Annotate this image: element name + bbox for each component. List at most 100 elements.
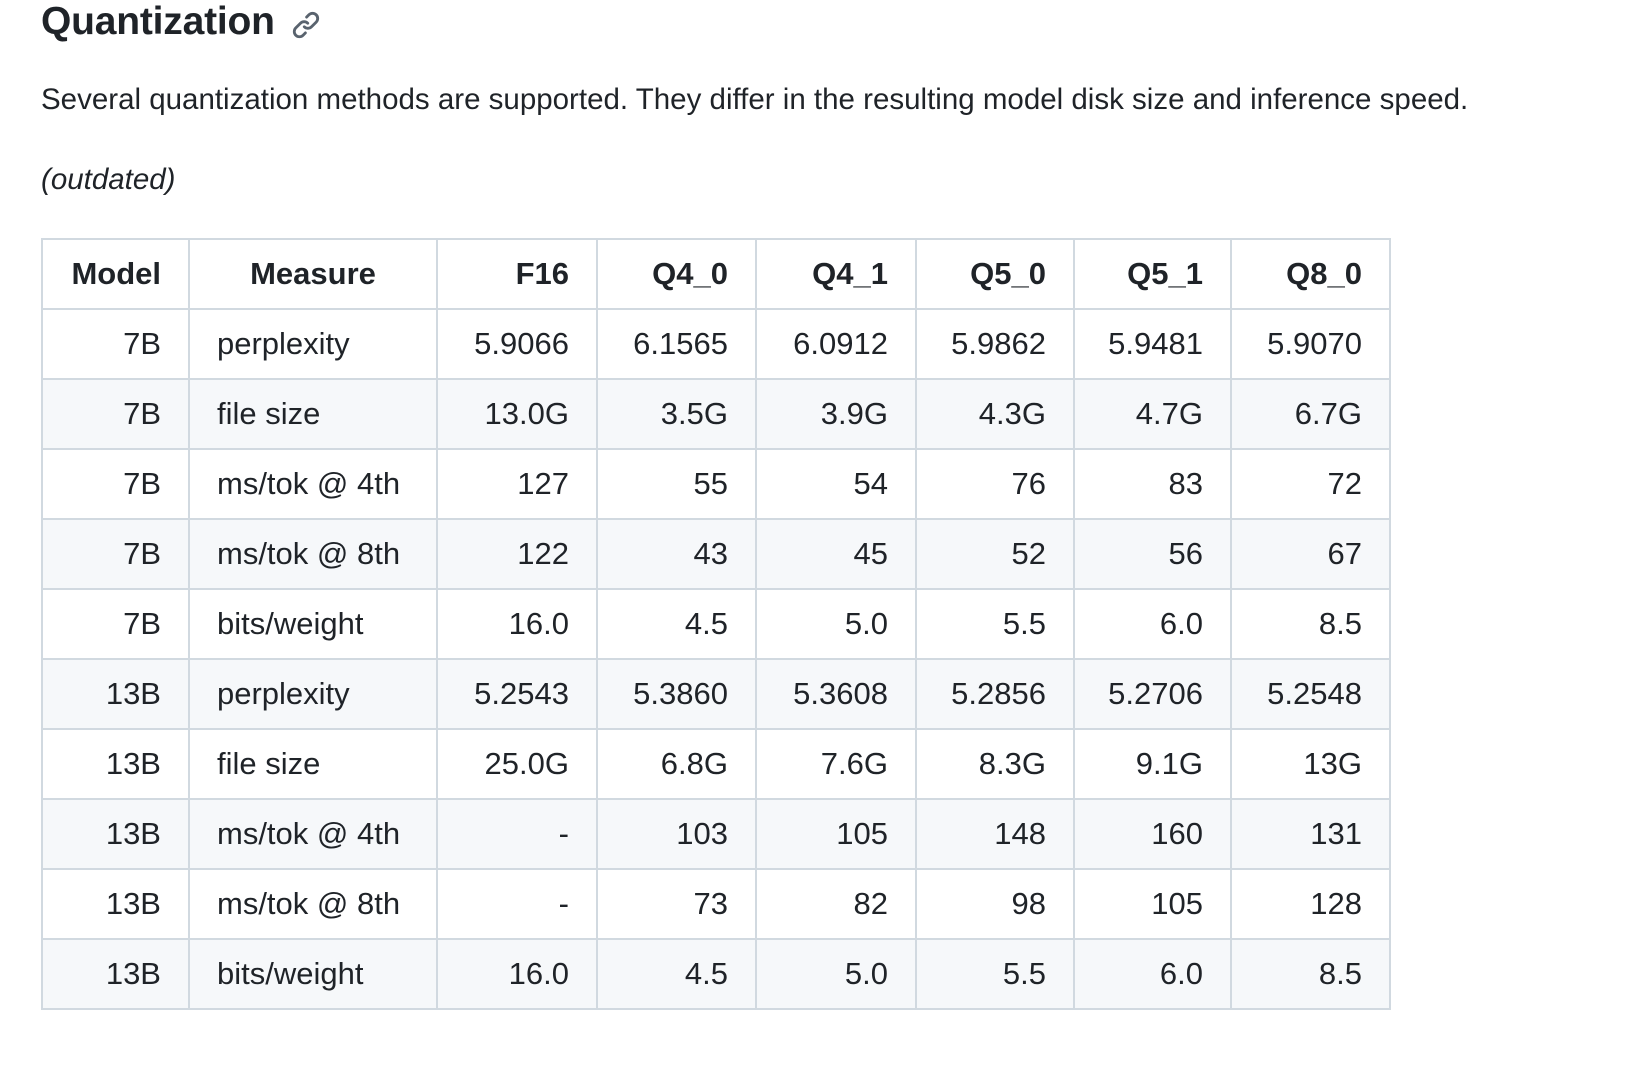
cell-q8-0: 5.9070 (1230, 308, 1391, 380)
cell-q4-1: 105 (755, 798, 917, 870)
table-row: 7B perplexity 5.9066 6.1565 6.0912 5.986… (41, 308, 1391, 380)
cell-q5-0: 76 (915, 448, 1075, 520)
outdated-note: (outdated) (41, 163, 176, 196)
cell-q4-0: 3.5G (596, 378, 757, 450)
cell-q5-1: 160 (1073, 798, 1232, 870)
section-description: Several quantization methods are support… (41, 83, 1469, 116)
cell-q4-0: 4.5 (596, 938, 757, 1010)
cell-model: 13B (41, 938, 190, 1010)
cell-q8-0: 72 (1230, 448, 1391, 520)
cell-q5-1: 5.9481 (1073, 308, 1232, 380)
cell-q4-0: 5.3860 (596, 658, 757, 730)
cell-q5-1: 5.2706 (1073, 658, 1232, 730)
cell-q8-0: 6.7G (1230, 378, 1391, 450)
cell-q5-1: 6.0 (1073, 588, 1232, 660)
cell-q5-1: 9.1G (1073, 728, 1232, 800)
cell-model: 7B (41, 308, 190, 380)
header-f16: F16 (436, 238, 598, 310)
cell-q5-0: 5.9862 (915, 308, 1075, 380)
table-header-row: Model Measure F16 Q4_0 Q4_1 Q5_0 Q5_1 Q8… (41, 238, 1391, 310)
cell-q8-0: 5.2548 (1230, 658, 1391, 730)
table-row: 7B bits/weight 16.0 4.5 5.0 5.5 6.0 8.5 (41, 588, 1391, 660)
cell-model: 13B (41, 798, 190, 870)
cell-q5-1: 4.7G (1073, 378, 1232, 450)
cell-model: 7B (41, 378, 190, 450)
cell-q8-0: 67 (1230, 518, 1391, 590)
header-model: Model (41, 238, 190, 310)
cell-q4-0: 73 (596, 868, 757, 940)
cell-f16: 127 (436, 448, 598, 520)
cell-f16: - (436, 798, 598, 870)
cell-q5-0: 52 (915, 518, 1075, 590)
cell-measure: ms/tok @ 4th (188, 798, 438, 870)
cell-q5-0: 5.5 (915, 938, 1075, 1010)
cell-model: 13B (41, 658, 190, 730)
cell-q4-1: 45 (755, 518, 917, 590)
cell-q8-0: 131 (1230, 798, 1391, 870)
cell-q4-1: 5.3608 (755, 658, 917, 730)
header-measure: Measure (188, 238, 438, 310)
cell-model: 7B (41, 448, 190, 520)
table-row: 13B bits/weight 16.0 4.5 5.0 5.5 6.0 8.5 (41, 938, 1391, 1010)
cell-q4-1: 5.0 (755, 938, 917, 1010)
header-q4-0: Q4_0 (596, 238, 757, 310)
cell-model: 13B (41, 868, 190, 940)
cell-q5-0: 4.3G (915, 378, 1075, 450)
cell-q4-0: 55 (596, 448, 757, 520)
cell-q4-1: 82 (755, 868, 917, 940)
table-row: 13B ms/tok @ 4th - 103 105 148 160 131 (41, 798, 1391, 870)
cell-q4-0: 4.5 (596, 588, 757, 660)
cell-measure: ms/tok @ 8th (188, 518, 438, 590)
table-row: 13B file size 25.0G 6.8G 7.6G 8.3G 9.1G … (41, 728, 1391, 800)
cell-q5-0: 8.3G (915, 728, 1075, 800)
quantization-table: Model Measure F16 Q4_0 Q4_1 Q5_0 Q5_1 Q8… (41, 238, 1391, 1010)
cell-model: 7B (41, 588, 190, 660)
cell-f16: 16.0 (436, 588, 598, 660)
section-heading: Quantization (41, 0, 1631, 44)
header-q8-0: Q8_0 (1230, 238, 1391, 310)
table-row: 13B perplexity 5.2543 5.3860 5.3608 5.28… (41, 658, 1391, 730)
cell-q4-0: 43 (596, 518, 757, 590)
cell-measure: perplexity (188, 308, 438, 380)
markdown-body: Quantization Several quantization method… (41, 0, 1631, 1010)
cell-q5-1: 56 (1073, 518, 1232, 590)
cell-model: 7B (41, 518, 190, 590)
cell-q5-1: 83 (1073, 448, 1232, 520)
section-title: Quantization (41, 0, 275, 43)
cell-measure: file size (188, 378, 438, 450)
cell-f16: 122 (436, 518, 598, 590)
table-row: 7B file size 13.0G 3.5G 3.9G 4.3G 4.7G 6… (41, 378, 1391, 450)
cell-q5-0: 148 (915, 798, 1075, 870)
cell-f16: 16.0 (436, 938, 598, 1010)
link-icon[interactable] (291, 10, 321, 40)
cell-q5-0: 5.2856 (915, 658, 1075, 730)
table-row: 7B ms/tok @ 8th 122 43 45 52 56 67 (41, 518, 1391, 590)
cell-q5-0: 5.5 (915, 588, 1075, 660)
cell-q4-1: 7.6G (755, 728, 917, 800)
cell-measure: ms/tok @ 8th (188, 868, 438, 940)
cell-q4-1: 5.0 (755, 588, 917, 660)
cell-measure: ms/tok @ 4th (188, 448, 438, 520)
cell-f16: 5.2543 (436, 658, 598, 730)
cell-measure: bits/weight (188, 588, 438, 660)
cell-f16: 13.0G (436, 378, 598, 450)
cell-q4-1: 54 (755, 448, 917, 520)
cell-q4-0: 6.1565 (596, 308, 757, 380)
cell-q5-1: 6.0 (1073, 938, 1232, 1010)
cell-f16: 5.9066 (436, 308, 598, 380)
cell-q5-1: 105 (1073, 868, 1232, 940)
cell-q5-0: 98 (915, 868, 1075, 940)
table-row: 13B ms/tok @ 8th - 73 82 98 105 128 (41, 868, 1391, 940)
cell-measure: bits/weight (188, 938, 438, 1010)
cell-q4-1: 3.9G (755, 378, 917, 450)
cell-q8-0: 8.5 (1230, 588, 1391, 660)
cell-model: 13B (41, 728, 190, 800)
cell-q4-0: 6.8G (596, 728, 757, 800)
cell-measure: file size (188, 728, 438, 800)
cell-q8-0: 8.5 (1230, 938, 1391, 1010)
cell-q4-1: 6.0912 (755, 308, 917, 380)
cell-measure: perplexity (188, 658, 438, 730)
cell-f16: 25.0G (436, 728, 598, 800)
table-row: 7B ms/tok @ 4th 127 55 54 76 83 72 (41, 448, 1391, 520)
cell-q8-0: 13G (1230, 728, 1391, 800)
